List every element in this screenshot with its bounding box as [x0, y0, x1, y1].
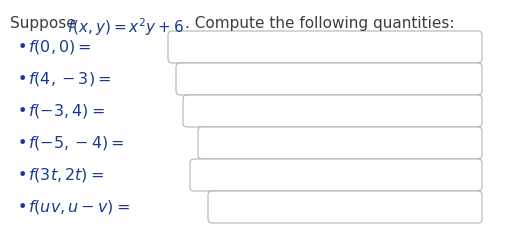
Text: •: • [18, 200, 27, 214]
FancyBboxPatch shape [198, 127, 482, 159]
FancyBboxPatch shape [190, 159, 482, 191]
Text: Suppose: Suppose [10, 16, 81, 31]
Text: $f(4, -3) =$: $f(4, -3) =$ [28, 70, 111, 88]
Text: •: • [18, 136, 27, 150]
FancyBboxPatch shape [176, 63, 482, 95]
Text: •: • [18, 103, 27, 119]
Text: . Compute the following quantities:: . Compute the following quantities: [185, 16, 454, 31]
Text: $f(3t, 2t) =$: $f(3t, 2t) =$ [28, 166, 104, 184]
Text: $f(-3, 4) =$: $f(-3, 4) =$ [28, 102, 105, 120]
Text: $f(x, y) = x^2y + 6$: $f(x, y) = x^2y + 6$ [67, 16, 184, 38]
Text: $f(-5, -4) =$: $f(-5, -4) =$ [28, 134, 124, 152]
Text: •: • [18, 71, 27, 86]
Text: $f(0, 0) =$: $f(0, 0) =$ [28, 38, 92, 56]
FancyBboxPatch shape [208, 191, 482, 223]
Text: •: • [18, 40, 27, 55]
Text: $f(uv, u - v) =$: $f(uv, u - v) =$ [28, 198, 130, 216]
FancyBboxPatch shape [168, 31, 482, 63]
Text: •: • [18, 167, 27, 183]
FancyBboxPatch shape [183, 95, 482, 127]
